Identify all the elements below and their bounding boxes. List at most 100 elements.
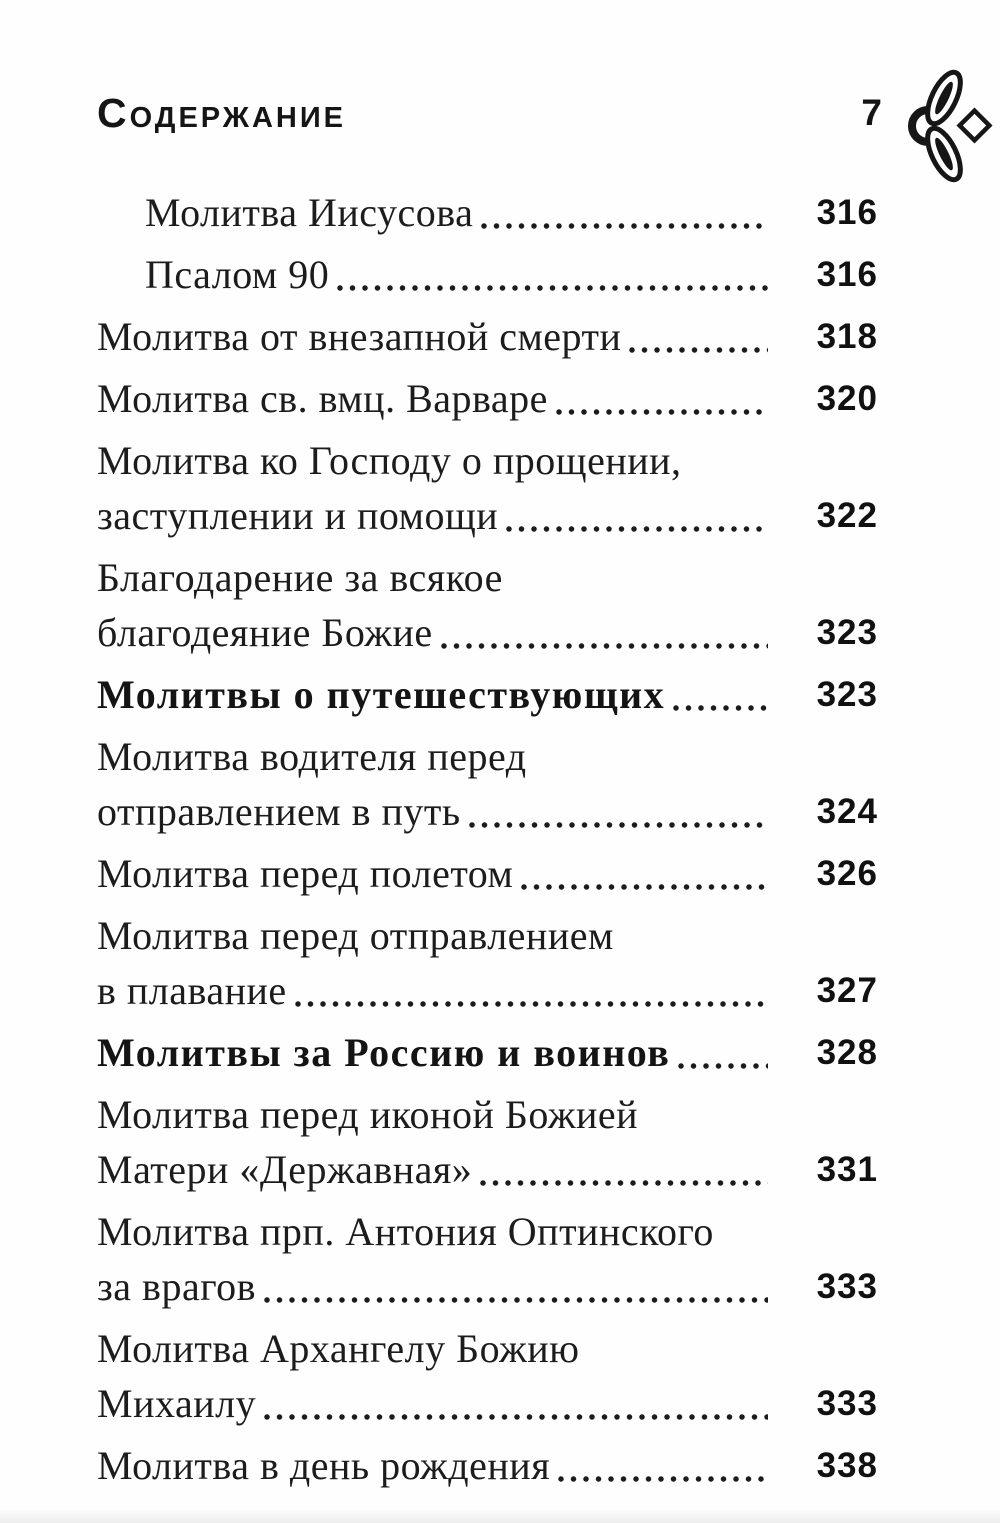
entry-title-line: Псалом 90	[145, 247, 770, 302]
entry-title: Молитва Архангелу Божию Михаилу	[97, 1321, 770, 1431]
entry-title: Молитва прп. Антония Оптинского за врагов	[97, 1204, 770, 1314]
entry-title-line: отправлением в путь	[97, 784, 770, 839]
toc-entry: Молитва водителя перед отправлением в пут…	[97, 729, 878, 839]
entry-title-line: Молитвы о путешествующих	[97, 667, 770, 722]
entry-title: Молитва в день рождения	[97, 1438, 770, 1493]
entry-title-text: Молитва перед полетом	[97, 851, 514, 896]
entry-title: Благодарение за всякое благодеяние Божие	[97, 550, 770, 660]
entry-title-text: Молитвы за Россию и воинов	[97, 1030, 671, 1075]
entry-title: Молитва св. вмц. Варваре	[97, 371, 770, 426]
entry-title-text: заступлении и помощи	[97, 493, 499, 538]
entry-page-number: 333	[816, 1384, 878, 1423]
dot-leader	[480, 1180, 768, 1186]
entry-page-number: 326	[816, 854, 878, 893]
dot-leader	[468, 822, 768, 828]
toc-entry: Молитвы за Россию и воинов 328	[97, 1025, 878, 1080]
entry-title-line: Михаилу	[97, 1376, 770, 1431]
toc-entry: Молитва прп. Антония Оптинского за врагов…	[97, 1204, 878, 1314]
entry-title-line: благодеяние Божие	[97, 605, 770, 660]
entry-title: Молитва перед отправлением в плавание	[97, 908, 770, 1018]
entry-title-line: Матери «Державная»	[97, 1142, 770, 1197]
dot-leader	[264, 1414, 768, 1420]
entry-page-number: 320	[816, 379, 878, 418]
entry-title: Молитвы за Россию и воинов	[97, 1025, 770, 1080]
toc-entry: Молитва Иисусова 316	[97, 185, 878, 240]
entry-title-line: Молитва прп. Антония Оптинского	[97, 1209, 714, 1254]
dot-leader	[440, 643, 768, 649]
entry-title-line: Молитва св. вмц. Варваре	[97, 371, 770, 426]
dot-leader	[555, 409, 768, 415]
entry-title-line: Молитва перед полетом	[97, 846, 770, 901]
floral-ornament-icon	[892, 64, 996, 188]
dot-leader	[506, 526, 768, 532]
entry-page-number: 316	[816, 193, 878, 232]
toc-entry: Псалом 90 316	[97, 247, 878, 302]
entry-page-number: 327	[816, 971, 878, 1010]
entry-title-text: Молитва Иисусова	[145, 190, 474, 235]
entry-page-number: 323	[816, 613, 878, 652]
entry-title: Молитвы о путешествующих	[97, 667, 770, 722]
entry-page-number: 331	[816, 1150, 878, 1189]
entry-title-line: Молитва Иисусова	[145, 185, 770, 240]
entry-page-number: 318	[816, 317, 878, 356]
dot-leader	[337, 285, 768, 291]
entry-title-text: Молитва св. вмц. Варваре	[97, 376, 548, 421]
page-header: Содержание 7	[97, 92, 882, 139]
dot-leader	[294, 1001, 768, 1007]
entry-title: Молитва от внезапной смерти	[97, 309, 770, 364]
toc-entry: Молитва Архангелу Божию Михаилу 333	[97, 1321, 878, 1431]
entry-title-text: Молитва от внезапной смерти	[97, 314, 622, 359]
entry-title-line: за врагов	[97, 1259, 770, 1314]
toc-entry: Молитва ко Господу о прощении, заступлени…	[97, 433, 878, 543]
entry-page-number: 316	[816, 255, 878, 294]
entry-title: Молитва Иисусова	[97, 185, 770, 240]
entry-title-text: Матери «Державная»	[97, 1147, 473, 1192]
toc-heading: Содержание	[97, 90, 347, 136]
entry-title: Молитва ко Господу о прощении, заступлени…	[97, 433, 770, 543]
toc-entry: Молитва в день рождения 338	[97, 1438, 878, 1493]
entry-title-line: Молитвы за Россию и воинов	[97, 1025, 770, 1080]
entry-title-text: Молитвы о путешествующих	[97, 672, 666, 717]
entry-title-line: заступлении и помощи	[97, 488, 770, 543]
dot-leader	[673, 705, 768, 711]
entry-title: Псалом 90	[97, 247, 770, 302]
dot-leader	[629, 347, 768, 353]
toc-entry: Молитва перед отправлением в плавание 327	[97, 908, 878, 1018]
entry-page-number: 338	[816, 1446, 878, 1485]
dot-leader	[264, 1297, 768, 1303]
entry-title-line: Молитва Архангелу Божию	[97, 1326, 580, 1371]
dot-leader	[678, 1063, 768, 1069]
entry-title-text: Псалом 90	[145, 252, 330, 297]
entry-title-text: благодеяние Божие	[97, 610, 433, 655]
entry-title-text: Молитва в день рождения	[97, 1443, 551, 1488]
dot-leader	[558, 1476, 768, 1482]
dot-leader	[481, 223, 768, 229]
entry-title-line: Молитва ко Господу о прощении,	[97, 438, 682, 483]
toc-list: Молитва Иисусова 316 Псалом 90 316 Молит…	[97, 185, 878, 1493]
entry-page-number: 323	[816, 675, 878, 714]
toc-entry: Молитва св. вмц. Варваре 320	[97, 371, 878, 426]
entry-title-line: Благодарение за всякое	[97, 555, 503, 600]
entry-page-number: 333	[816, 1267, 878, 1306]
toc-entry: Молитва перед иконой Божией Матери «Держа…	[97, 1087, 878, 1197]
entry-title: Молитва водителя перед отправлением в пут…	[97, 729, 770, 839]
entry-title-line: Молитва от внезапной смерти	[97, 309, 770, 364]
entry-title-text: Михаилу	[97, 1381, 257, 1426]
entry-page-number: 324	[816, 792, 878, 831]
entry-title-text: в плавание	[97, 968, 287, 1013]
entry-title-line: в плавание	[97, 963, 770, 1018]
page-number: 7	[861, 92, 882, 133]
toc-entry: Благодарение за всякое благодеяние Божие …	[97, 550, 878, 660]
entry-title-text: за врагов	[97, 1264, 256, 1309]
entry-title: Молитва перед иконой Божией Матери «Держа…	[97, 1087, 770, 1197]
entry-page-number: 328	[816, 1033, 878, 1072]
entry-title-line: Молитва перед иконой Божией	[97, 1092, 639, 1137]
entry-title-line: Молитва в день рождения	[97, 1438, 770, 1493]
toc-entry: Молитвы о путешествующих 323	[97, 667, 878, 722]
entry-title-line: Молитва водителя перед	[97, 734, 527, 779]
entry-title-text: отправлением в путь	[97, 789, 461, 834]
toc-entry: Молитва от внезапной смерти 318	[97, 309, 878, 364]
entry-title-line: Молитва перед отправлением	[97, 913, 614, 958]
entry-page-number: 322	[816, 496, 878, 535]
